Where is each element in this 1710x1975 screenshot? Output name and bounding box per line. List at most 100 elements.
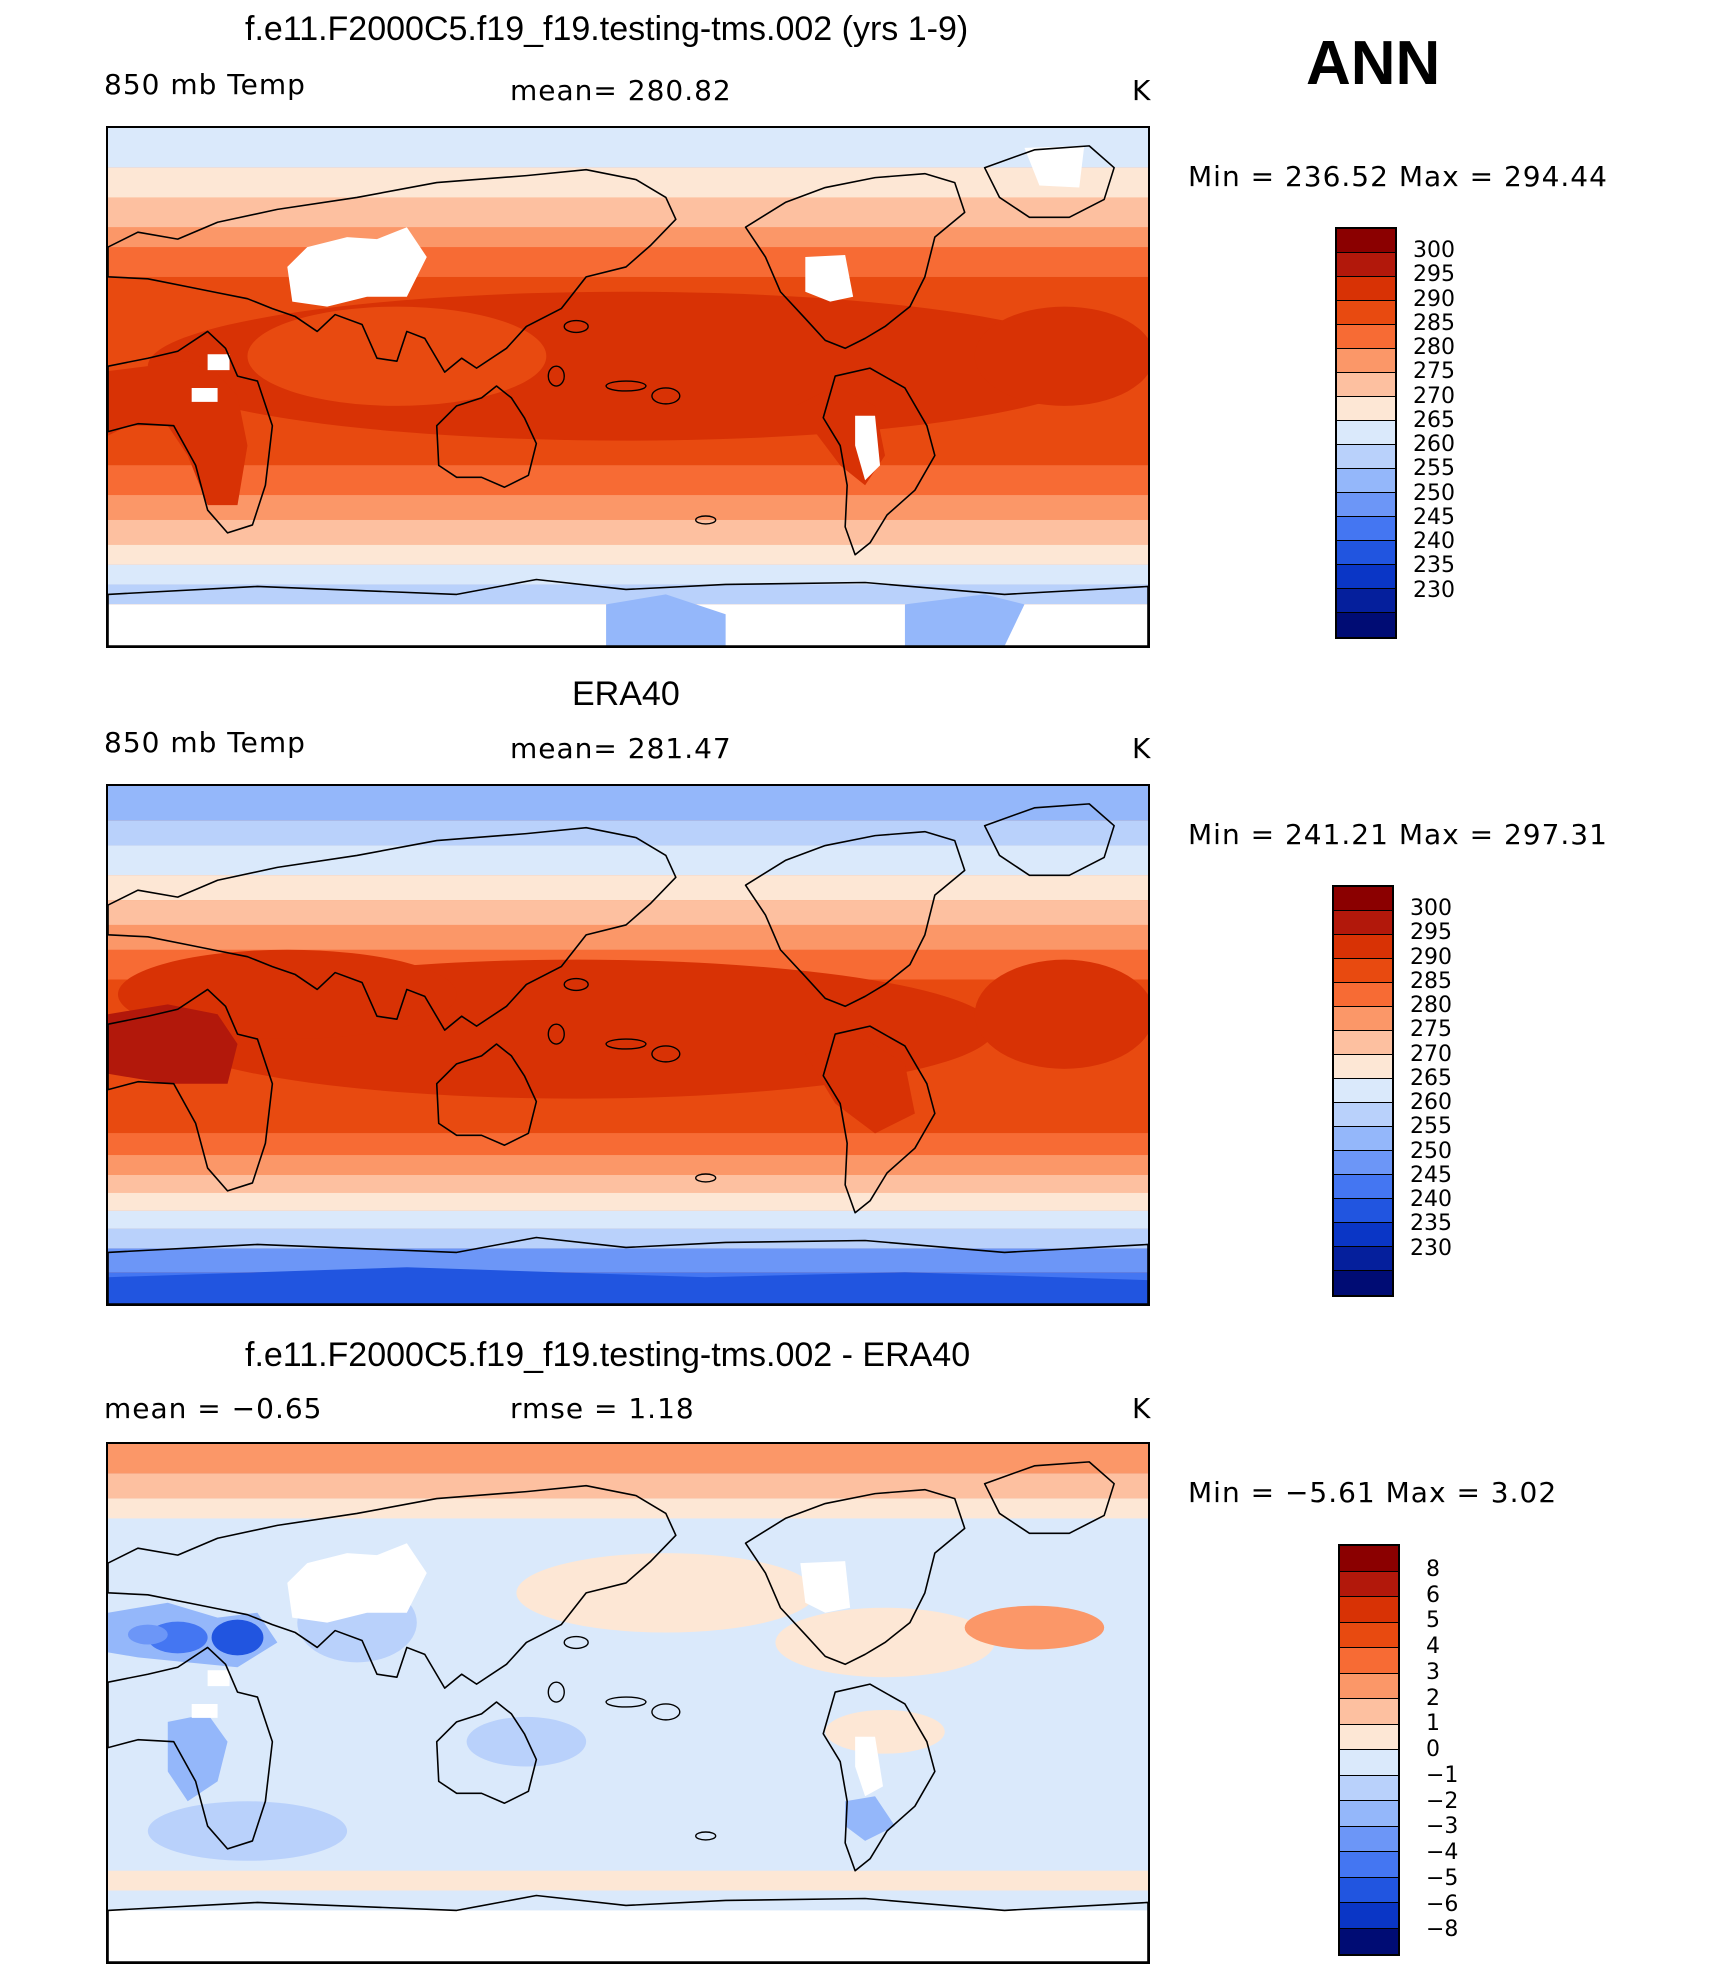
colorbar-swatch [1334,1103,1392,1127]
colorbar-swatch [1340,1801,1398,1827]
colorbar-swatch [1334,1007,1392,1031]
colorbar-swatch [1340,1571,1398,1597]
min-max-label: Min = 236.52 Max = 294.44 [1188,160,1608,193]
colorbar-label: 250 [1413,480,1455,506]
colorbar-swatch [1334,959,1392,983]
colorbar-label: 245 [1410,1162,1452,1188]
variable-label: 850 mb Temp [104,68,306,101]
colorbar-label: 230 [1410,1235,1452,1261]
colorbar-label: 4 [1426,1634,1440,1659]
colorbar-swatch [1340,1648,1398,1674]
colorbar-label: 295 [1410,920,1452,946]
min-max-label: Min = −5.61 Max = 3.02 [1188,1476,1558,1509]
model-temperature-map [106,126,1150,648]
colorbar-label: 230 [1413,577,1455,603]
colorbar-swatch [1334,1031,1392,1055]
panel-title: f.e11.F2000C5.f19_f19.testing-tms.002 (y… [245,10,969,48]
colorbar-swatch [1334,1271,1392,1295]
colorbar-label: 2 [1426,1685,1440,1711]
colorbar-label: 285 [1413,310,1455,336]
colorbar-label: 290 [1413,286,1455,312]
colorbar-swatch [1340,1597,1398,1623]
colorbar-swatch [1334,935,1392,959]
colorbar-swatch [1334,911,1392,935]
colorbar-swatch [1340,1699,1398,1725]
colorbar-swatch [1337,349,1395,373]
colorbar-label: 240 [1413,529,1455,555]
colorbar-swatch [1337,229,1395,253]
colorbar-swatch [1334,887,1392,911]
colorbar-swatch [1337,397,1395,421]
colorbar-swatch [1340,1673,1398,1699]
colorbar-label: 6 [1426,1582,1440,1608]
colorbar-label: 235 [1410,1211,1452,1237]
unit-label: K [1132,1392,1152,1425]
colorbar-swatch [1334,1055,1392,1079]
colorbar-label: −3 [1426,1814,1459,1840]
colorbar-label: 240 [1410,1187,1452,1213]
colorbar-swatch [1334,1151,1392,1175]
colorbar-label: 265 [1413,407,1455,433]
panel-title: ERA40 [572,675,680,713]
colorbar [1338,1544,1400,1956]
colorbar-swatch [1337,253,1395,277]
colorbar-label: 260 [1413,432,1455,458]
variable-label: 850 mb Temp [104,726,306,759]
colorbar-label: 235 [1413,553,1455,579]
colorbar-swatch [1337,325,1395,349]
panel-title: f.e11.F2000C5.f19_f19.testing-tms.002 - … [245,1336,971,1374]
mean-value: mean= 280.82 [510,74,732,107]
colorbar-swatch [1337,301,1395,325]
colorbar-label: 270 [1413,383,1455,409]
colorbar-label: 280 [1410,993,1452,1019]
colorbar-swatch [1340,1903,1398,1929]
rmse-value: rmse = 1.18 [510,1392,695,1425]
colorbar-swatch [1334,1079,1392,1103]
colorbar-swatch [1337,421,1395,445]
colorbar-swatch [1340,1724,1398,1750]
colorbar-label: 260 [1410,1090,1452,1116]
obs-temperature-map [106,784,1150,1306]
colorbar-swatch [1337,517,1395,541]
colorbar-swatch [1340,1928,1398,1954]
colorbar-label: 245 [1413,504,1455,530]
unit-label: K [1132,74,1152,107]
colorbar-swatch [1340,1852,1398,1878]
colorbar-label: 255 [1410,1114,1452,1140]
colorbar-swatch [1334,1199,1392,1223]
colorbar-swatch [1337,445,1395,469]
colorbar-label: −6 [1426,1891,1459,1917]
colorbar-swatch [1340,1546,1398,1572]
colorbar-label: 280 [1413,335,1455,361]
colorbar-swatch [1340,1826,1398,1852]
colorbar-swatch [1337,613,1395,637]
colorbar-swatch [1340,1877,1398,1903]
colorbar-label: 5 [1426,1608,1440,1634]
difference-map [106,1442,1150,1964]
colorbar-swatch [1337,493,1395,517]
season-label: ANN [1306,29,1441,98]
unit-label: K [1132,732,1152,765]
colorbar-label: 285 [1410,968,1452,994]
colorbar-label: −5 [1426,1865,1459,1891]
colorbar-label: −1 [1426,1762,1459,1788]
mean-value: mean= 281.47 [510,732,732,765]
colorbar-label: −2 [1426,1788,1459,1814]
colorbar-swatch [1337,373,1395,397]
colorbar-swatch [1334,1127,1392,1151]
colorbar-swatch [1334,983,1392,1007]
colorbar-label: 290 [1410,944,1452,970]
colorbar-label: 300 [1413,238,1455,264]
colorbar-label: −4 [1426,1840,1459,1865]
colorbar-swatch [1337,469,1395,493]
colorbar-label: −8 [1426,1917,1459,1943]
colorbar-swatch [1334,1247,1392,1271]
mean-value: mean = −0.65 [104,1392,323,1425]
colorbar-swatch [1340,1775,1398,1801]
colorbar-label: 8 [1426,1556,1440,1582]
colorbar-label: 275 [1410,1017,1452,1043]
colorbar-label: 3 [1426,1659,1440,1685]
colorbar-swatch [1334,1223,1392,1247]
colorbar-label: 265 [1410,1065,1452,1091]
colorbar-label: 0 [1426,1737,1440,1762]
